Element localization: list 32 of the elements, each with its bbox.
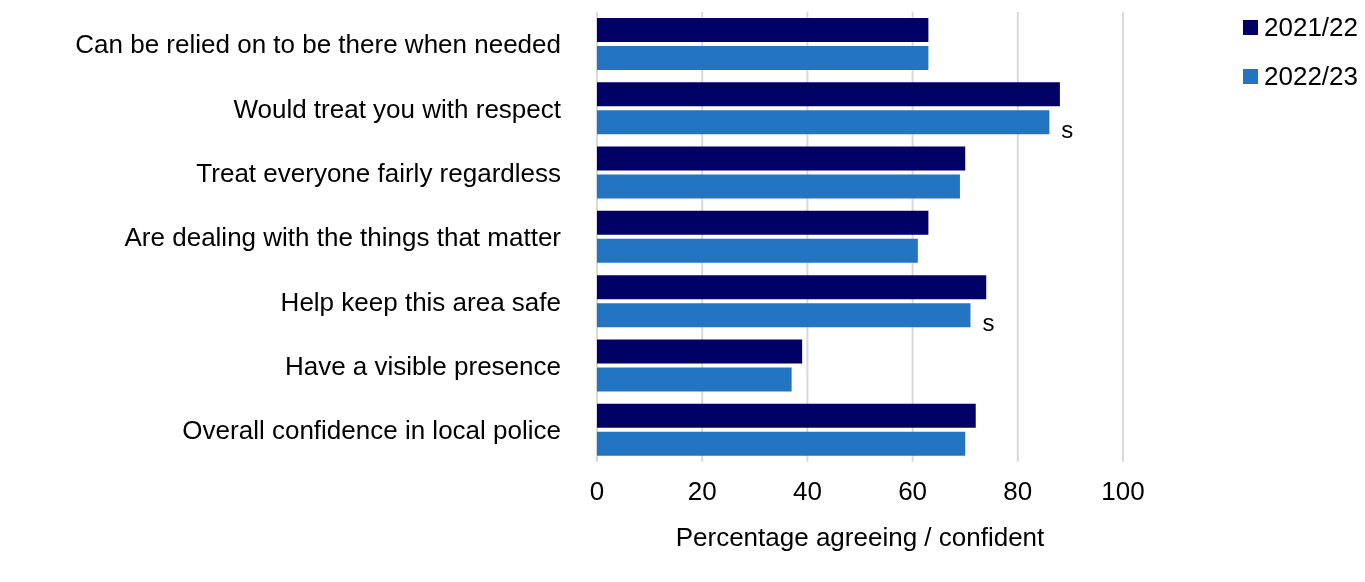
bar — [597, 403, 976, 428]
bar — [597, 82, 1060, 107]
bar — [597, 275, 987, 300]
bar — [597, 210, 929, 235]
annotation: s — [982, 309, 995, 337]
legend-label: 2021/22 — [1264, 12, 1358, 43]
x-tick-label: 60 — [898, 476, 928, 507]
bar — [597, 431, 966, 456]
bar — [597, 174, 960, 199]
y-tick-label: Are dealing with the things that matter — [124, 222, 562, 253]
x-tick-label: 80 — [1003, 476, 1033, 507]
bar — [597, 238, 918, 263]
y-tick-label: Can be relied on to be there when needed — [75, 29, 561, 60]
bar — [597, 18, 929, 42]
annotation: s — [1061, 116, 1074, 144]
y-tick-label: Have a visible presence — [284, 350, 561, 381]
bar — [597, 110, 1050, 135]
y-tick-label: Treat everyone fairly regardless — [196, 157, 561, 188]
x-tick-label: 20 — [687, 476, 717, 507]
x-axis-title: Percentage agreeing / confident — [675, 522, 1046, 552]
x-tick-label: 0 — [589, 476, 605, 507]
y-tick-label: Overall confidence in local police — [182, 415, 561, 446]
x-tick-label: 100 — [1101, 476, 1145, 507]
legend-label: 2022/23 — [1264, 61, 1358, 92]
y-tick-label: Would treat you with respect — [233, 93, 562, 124]
bar — [597, 367, 792, 392]
bar — [597, 339, 803, 364]
y-tick-label: Help keep this area safe — [280, 286, 561, 317]
bar — [597, 46, 929, 70]
bar — [597, 303, 971, 328]
bar — [597, 146, 966, 171]
x-tick-label: 40 — [792, 476, 822, 507]
